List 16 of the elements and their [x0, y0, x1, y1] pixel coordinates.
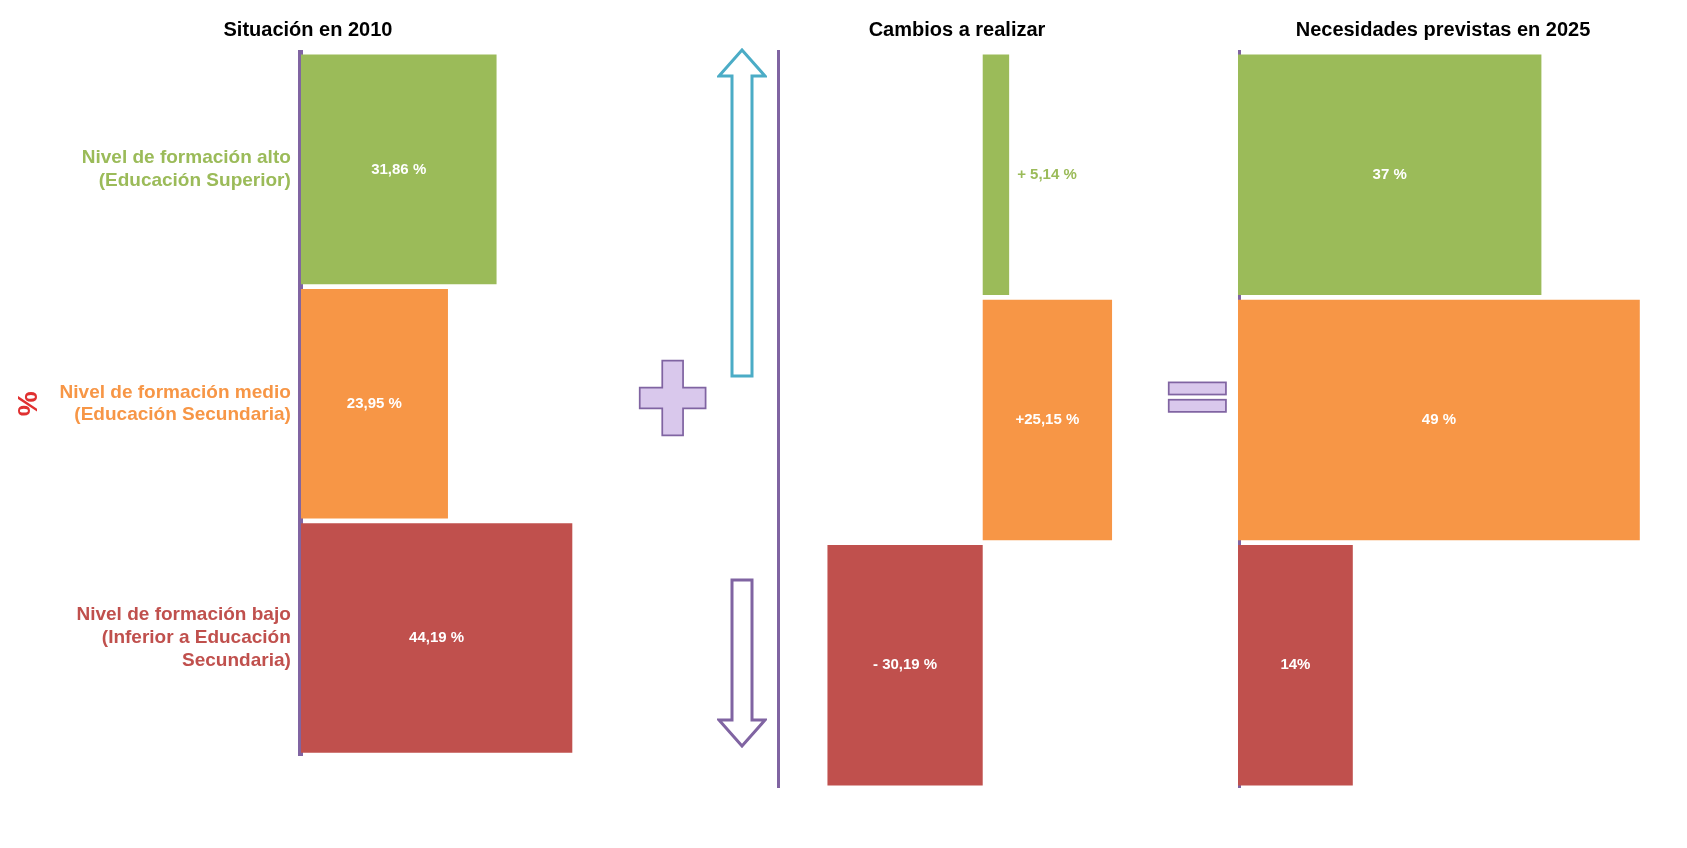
data-label: 49 % — [1421, 410, 1456, 428]
chart-title: Cambios a realizar — [868, 17, 1046, 40]
data-label: 14% — [1280, 655, 1311, 673]
data-label: - 30,19 % — [873, 655, 938, 673]
data-label: 37 % — [1372, 164, 1407, 182]
data-label: +25,15 % — [1015, 410, 1080, 428]
y-axis-title: % — [11, 391, 43, 417]
data-label: 31,86 % — [371, 159, 427, 177]
chart-title: Situación en 2010 — [223, 17, 393, 40]
y-tick-label: Nivel de formación medio (Educación Secundaria) — [59, 380, 291, 425]
data-label: + 5,14 % — [1017, 164, 1078, 182]
data-label: 44,19 % — [409, 628, 465, 646]
y-tick-label: Nivel de formación bajo (Inferior a Educación Secundaria) — [76, 603, 291, 671]
chart-title: Necesidades previstas en 2025 — [1295, 17, 1591, 40]
y-tick-label: Nivel de formación alto (Educación Superior) — [81, 146, 291, 190]
data-label: 23,95 % — [346, 393, 402, 411]
